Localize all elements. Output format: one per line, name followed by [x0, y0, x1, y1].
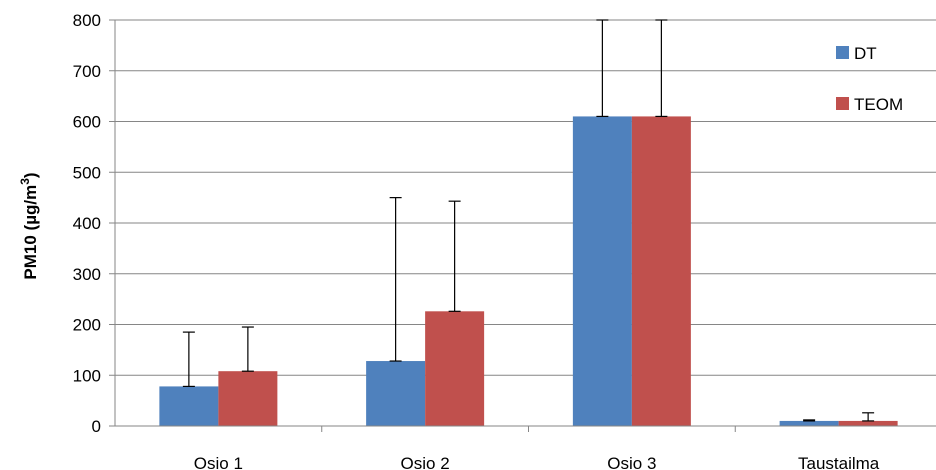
y-axis-label-close: ) — [21, 172, 40, 178]
x-tick-label-osio-1: Osio 1 — [194, 454, 243, 470]
error-bars-layer — [182, 19, 875, 422]
y-axis-label: PM10 (µg/m3) — [18, 172, 40, 279]
legend-swatch-dt — [836, 46, 849, 59]
tick-labels-layer: 0 100 200 300 400 500 600 700 800 Osio 1 Osio 2 Osi… — [73, 11, 880, 470]
grid-layer — [115, 19, 936, 376]
y-tick-label-0: 0 — [92, 417, 101, 436]
x-tick-label-taustailma: Taustailma — [798, 454, 880, 470]
legend: DT TEOM — [836, 44, 903, 114]
bar-dt-osio-2 — [366, 361, 426, 426]
y-tick-label-200: 200 — [73, 316, 101, 335]
x-tick-label-osio-3: Osio 3 — [607, 454, 656, 470]
x-tick-label-osio-2: Osio 2 — [401, 454, 450, 470]
bar-dt-osio-1 — [159, 386, 219, 426]
legend-swatch-teom — [836, 97, 849, 110]
bar-teom-taustailma — [838, 420, 898, 426]
y-tick-label-600: 600 — [73, 113, 101, 132]
y-axis-label-superscript: 3 — [18, 178, 32, 185]
legend-label-teom: TEOM — [854, 95, 903, 114]
bar-teom-osio-3 — [631, 116, 691, 427]
bar-dt-taustailma — [779, 420, 839, 426]
legend-label-dt: DT — [854, 44, 877, 63]
y-tick-label-700: 700 — [73, 62, 101, 81]
y-tick-label-500: 500 — [73, 163, 101, 182]
bars-layer — [159, 116, 898, 427]
y-tick-label-300: 300 — [73, 265, 101, 284]
y-tick-label-100: 100 — [73, 366, 101, 385]
y-axis-label-main: PM10 (µg/m — [21, 185, 40, 280]
axes-layer — [109, 19, 936, 432]
bar-teom-osio-1 — [218, 371, 278, 426]
bar-teom-osio-2 — [425, 311, 485, 426]
y-tick-label-400: 400 — [73, 214, 101, 233]
y-tick-label-800: 800 — [73, 11, 101, 30]
bar-dt-osio-3 — [572, 116, 632, 427]
